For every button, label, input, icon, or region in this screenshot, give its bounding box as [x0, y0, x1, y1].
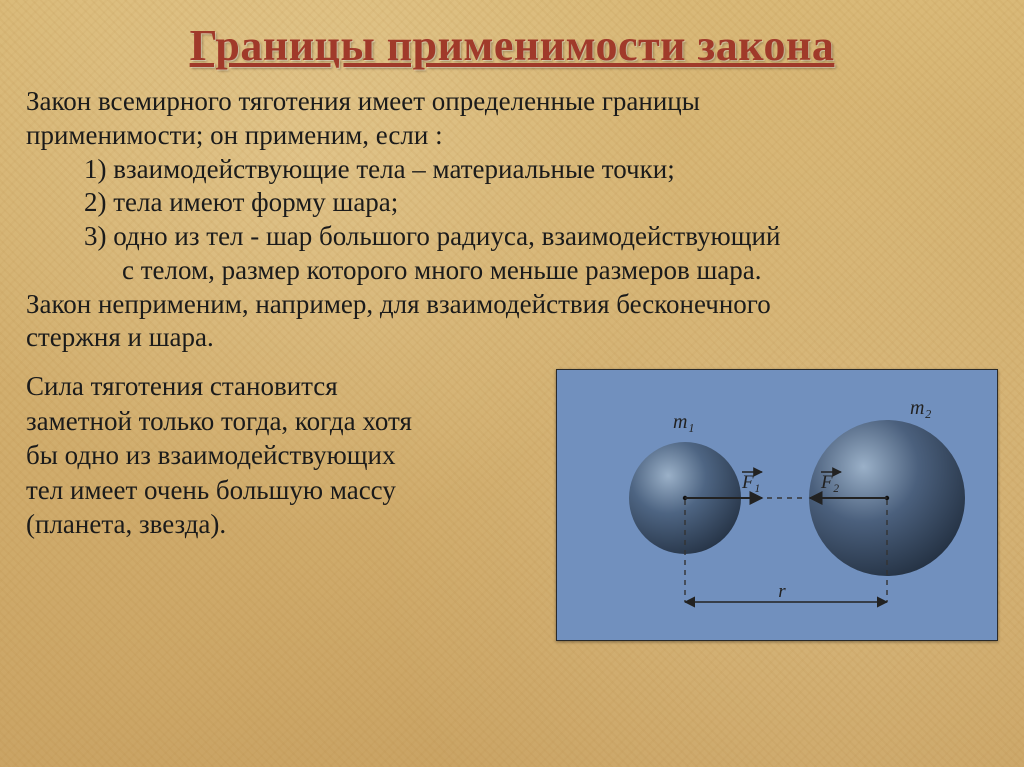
- lower-row: Сила тяготения становится заметной тольк…: [26, 369, 998, 641]
- force-1-label-group: F₁: [741, 472, 762, 493]
- list-item-3-line-1: 3) одно из тел - шар большого радиуса, в…: [26, 220, 998, 254]
- slide-root: Границы применимости закона Закон всемир…: [0, 0, 1024, 767]
- note-line-3: бы одно из взаимодействующих: [26, 438, 542, 473]
- list-item-3-line-2: с телом, размер которого много меньше ра…: [26, 254, 998, 288]
- diagram-svg: m₁ m₂ F₁ F₂: [557, 370, 997, 640]
- mass-2-label: m₂: [910, 397, 931, 419]
- body-text: Закон всемирного тяготения имеет определ…: [26, 85, 998, 355]
- force-2-label-group: F₂: [820, 472, 841, 493]
- force-1-label: F₁: [741, 472, 760, 493]
- note-text: Сила тяготения становится заметной тольк…: [26, 369, 542, 542]
- note-line-2: заметной только тогда, когда хотя: [26, 404, 542, 439]
- outro-line-1: Закон неприменим, например, для взаимоде…: [26, 288, 998, 322]
- list-item-1: 1) взаимодействующие тела – материальные…: [26, 153, 998, 187]
- intro-line-1: Закон всемирного тяготения имеет определ…: [26, 85, 998, 119]
- force-2-label: F₂: [820, 472, 840, 493]
- list-item-2: 2) тела имеют форму шара;: [26, 186, 998, 220]
- distance-label: r: [778, 581, 786, 602]
- mass-1-label: m₁: [673, 411, 694, 433]
- note-line-5: (планета, звезда).: [26, 507, 542, 542]
- intro-line-2: применимости; он применим, если :: [26, 119, 998, 153]
- gravity-diagram: m₁ m₂ F₁ F₂: [556, 369, 998, 641]
- note-line-1: Сила тяготения становится: [26, 369, 542, 404]
- slide-title: Границы применимости закона: [26, 20, 998, 71]
- note-line-4: тел имеет очень большую массу: [26, 473, 542, 508]
- outro-line-2: стержня и шара.: [26, 321, 998, 355]
